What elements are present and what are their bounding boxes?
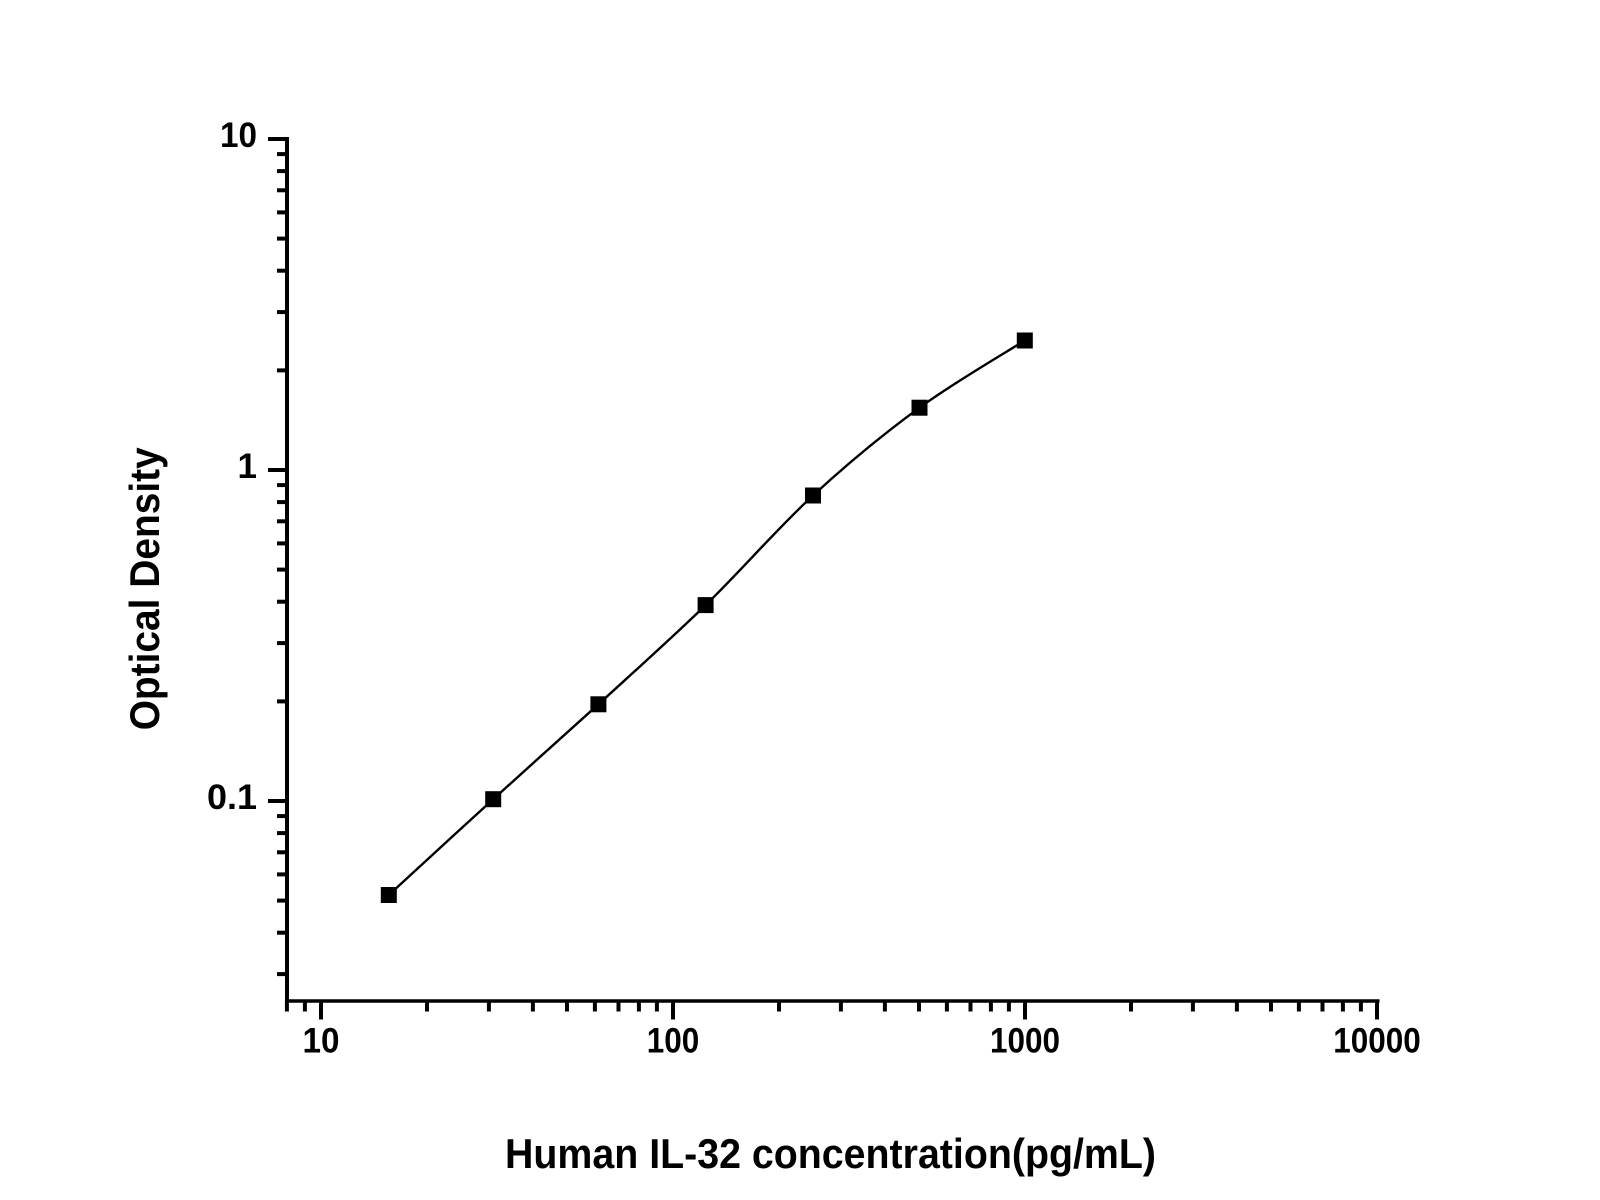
svg-text:Human IL-32 concentration(pg/m: Human IL-32 concentration(pg/mL): [505, 1130, 1156, 1177]
svg-text:10: 10: [303, 1022, 340, 1061]
svg-text:1: 1: [238, 447, 257, 486]
svg-text:10000: 10000: [1333, 1022, 1421, 1061]
svg-text:100: 100: [647, 1022, 700, 1061]
svg-text:10: 10: [220, 116, 257, 155]
svg-text:Optical Density: Optical Density: [121, 447, 168, 731]
svg-text:1000: 1000: [990, 1022, 1060, 1061]
svg-text:0.1: 0.1: [207, 778, 257, 817]
